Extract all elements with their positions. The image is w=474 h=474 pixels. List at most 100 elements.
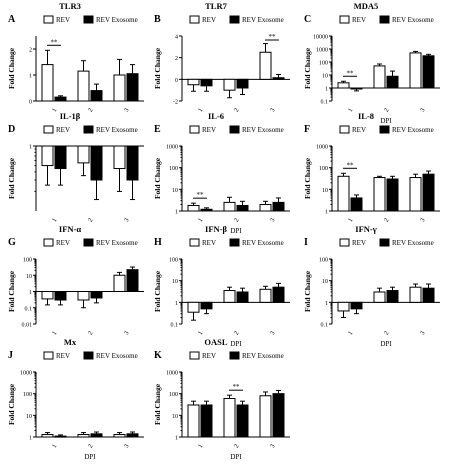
legend-label-rev: REV (352, 126, 366, 134)
legend-label-exosome: REV Exosome (392, 16, 434, 24)
bar-rev (77, 70, 90, 102)
panel-title: IL-1β (60, 111, 81, 121)
y-tick-label: 0.1 (25, 306, 33, 312)
y-tick-label: 100 (319, 166, 328, 172)
bar-exosome (386, 178, 399, 212)
bar-rev (41, 64, 54, 102)
x-tick-label: 3 (419, 330, 427, 336)
panel-letter: A (8, 14, 16, 25)
panel-letter: J (8, 350, 13, 361)
y-tick-label: 1000 (166, 145, 178, 151)
legend-label-rev: REV (56, 16, 70, 24)
y-tick-label: 100 (319, 258, 328, 264)
y-tick-label: 1 (175, 436, 178, 442)
y-axis-label: Fold Change (7, 383, 16, 425)
bar-rev (77, 434, 90, 438)
y-tick-label: 1 (175, 210, 178, 216)
legend-swatch-rev (339, 125, 350, 134)
panel-letter: E (154, 124, 161, 135)
panel-title: IFN-α (59, 224, 81, 234)
bar-exosome (386, 75, 399, 89)
legend-swatch-rev (339, 15, 350, 24)
bar-rev (259, 395, 272, 438)
bar-rev (409, 286, 422, 303)
legend-swatch-rev (189, 125, 200, 134)
y-tick-label: 2 (175, 56, 178, 62)
bar-exosome (350, 301, 363, 310)
bar-exosome (90, 90, 103, 102)
x-tick-label: 2 (383, 107, 391, 113)
legend-label-rev: REV (56, 352, 70, 360)
bar-exosome (126, 433, 139, 438)
x-tick-label: 3 (123, 330, 131, 336)
x-tick-label: 1 (197, 443, 205, 449)
x-tick-label: 1 (197, 217, 205, 223)
legend-label-exosome: REV Exosome (392, 239, 434, 247)
legend-label-exosome: REV Exosome (242, 126, 284, 134)
y-tick-label: -2 (173, 100, 178, 106)
bar-rev (187, 78, 200, 86)
y-tick-label: 1000 (316, 145, 328, 151)
bar-rev (223, 397, 236, 438)
bar-exosome (90, 145, 103, 181)
panel-letter: F (304, 124, 310, 135)
bar-rev (113, 74, 126, 102)
panel-letter: I (304, 237, 308, 248)
y-tick-label: 100 (319, 61, 328, 67)
y-tick-label: 1 (325, 210, 328, 216)
legend-label-exosome: REV Exosome (242, 352, 284, 360)
legend-swatch-exosome (379, 238, 390, 247)
y-tick-label: 1000 (166, 371, 178, 377)
y-tick-label: 0 (29, 100, 32, 106)
bar-exosome (236, 291, 249, 303)
y-axis-label: Fold Change (153, 383, 162, 425)
x-tick-label: 2 (87, 443, 95, 449)
x-tick-label: 2 (87, 330, 95, 336)
x-tick-label: 2 (233, 330, 241, 336)
bar-exosome (200, 208, 213, 212)
bar-rev (223, 78, 236, 91)
x-tick-label: 1 (51, 443, 59, 449)
bar-rev (113, 145, 126, 170)
panel-letter: B (154, 14, 161, 25)
y-axis-label: Fold Change (303, 270, 312, 312)
significance-marker: ** (347, 69, 355, 77)
bar-rev (337, 301, 350, 312)
legend-label-rev: REV (56, 239, 70, 247)
x-tick-label: 2 (233, 443, 241, 449)
legend-swatch-rev (43, 125, 54, 134)
y-tick-label: 10 (172, 188, 178, 194)
y-tick-label: 10 (172, 414, 178, 420)
legend-label-rev: REV (202, 352, 216, 360)
y-tick-label: 10 (322, 279, 328, 285)
x-tick-label: 1 (51, 107, 59, 113)
bar-exosome (386, 290, 399, 303)
legend-swatch-exosome (83, 238, 94, 247)
legend-label-exosome: REV Exosome (96, 352, 138, 360)
significance-marker: ** (51, 38, 59, 46)
panel-title: TLR3 (59, 1, 81, 11)
x-tick-label: 3 (269, 330, 277, 336)
bar-exosome (236, 204, 249, 212)
y-tick-label: 0.1 (171, 323, 179, 329)
legend-swatch-exosome (379, 15, 390, 24)
legend-label-rev: REV (56, 126, 70, 134)
y-tick-label: 1 (325, 87, 328, 93)
x-tick-label: 3 (269, 217, 277, 223)
panel-letter: K (154, 350, 162, 361)
legend-swatch-rev (43, 351, 54, 360)
x-tick-label: 3 (123, 107, 131, 113)
legend-label-exosome: REV Exosome (242, 239, 284, 247)
x-tick-label: 1 (347, 330, 355, 336)
y-tick-label: 100 (23, 392, 32, 398)
x-tick-label: 2 (233, 107, 241, 113)
bar-exosome (272, 201, 285, 212)
significance-marker: ** (347, 161, 355, 169)
bar-rev (337, 175, 350, 212)
y-tick-label: 1 (29, 290, 32, 296)
significance-marker: ** (197, 191, 205, 199)
y-tick-label: 100 (169, 392, 178, 398)
x-tick-label: 3 (419, 217, 427, 223)
y-tick-label: 10 (172, 279, 178, 285)
